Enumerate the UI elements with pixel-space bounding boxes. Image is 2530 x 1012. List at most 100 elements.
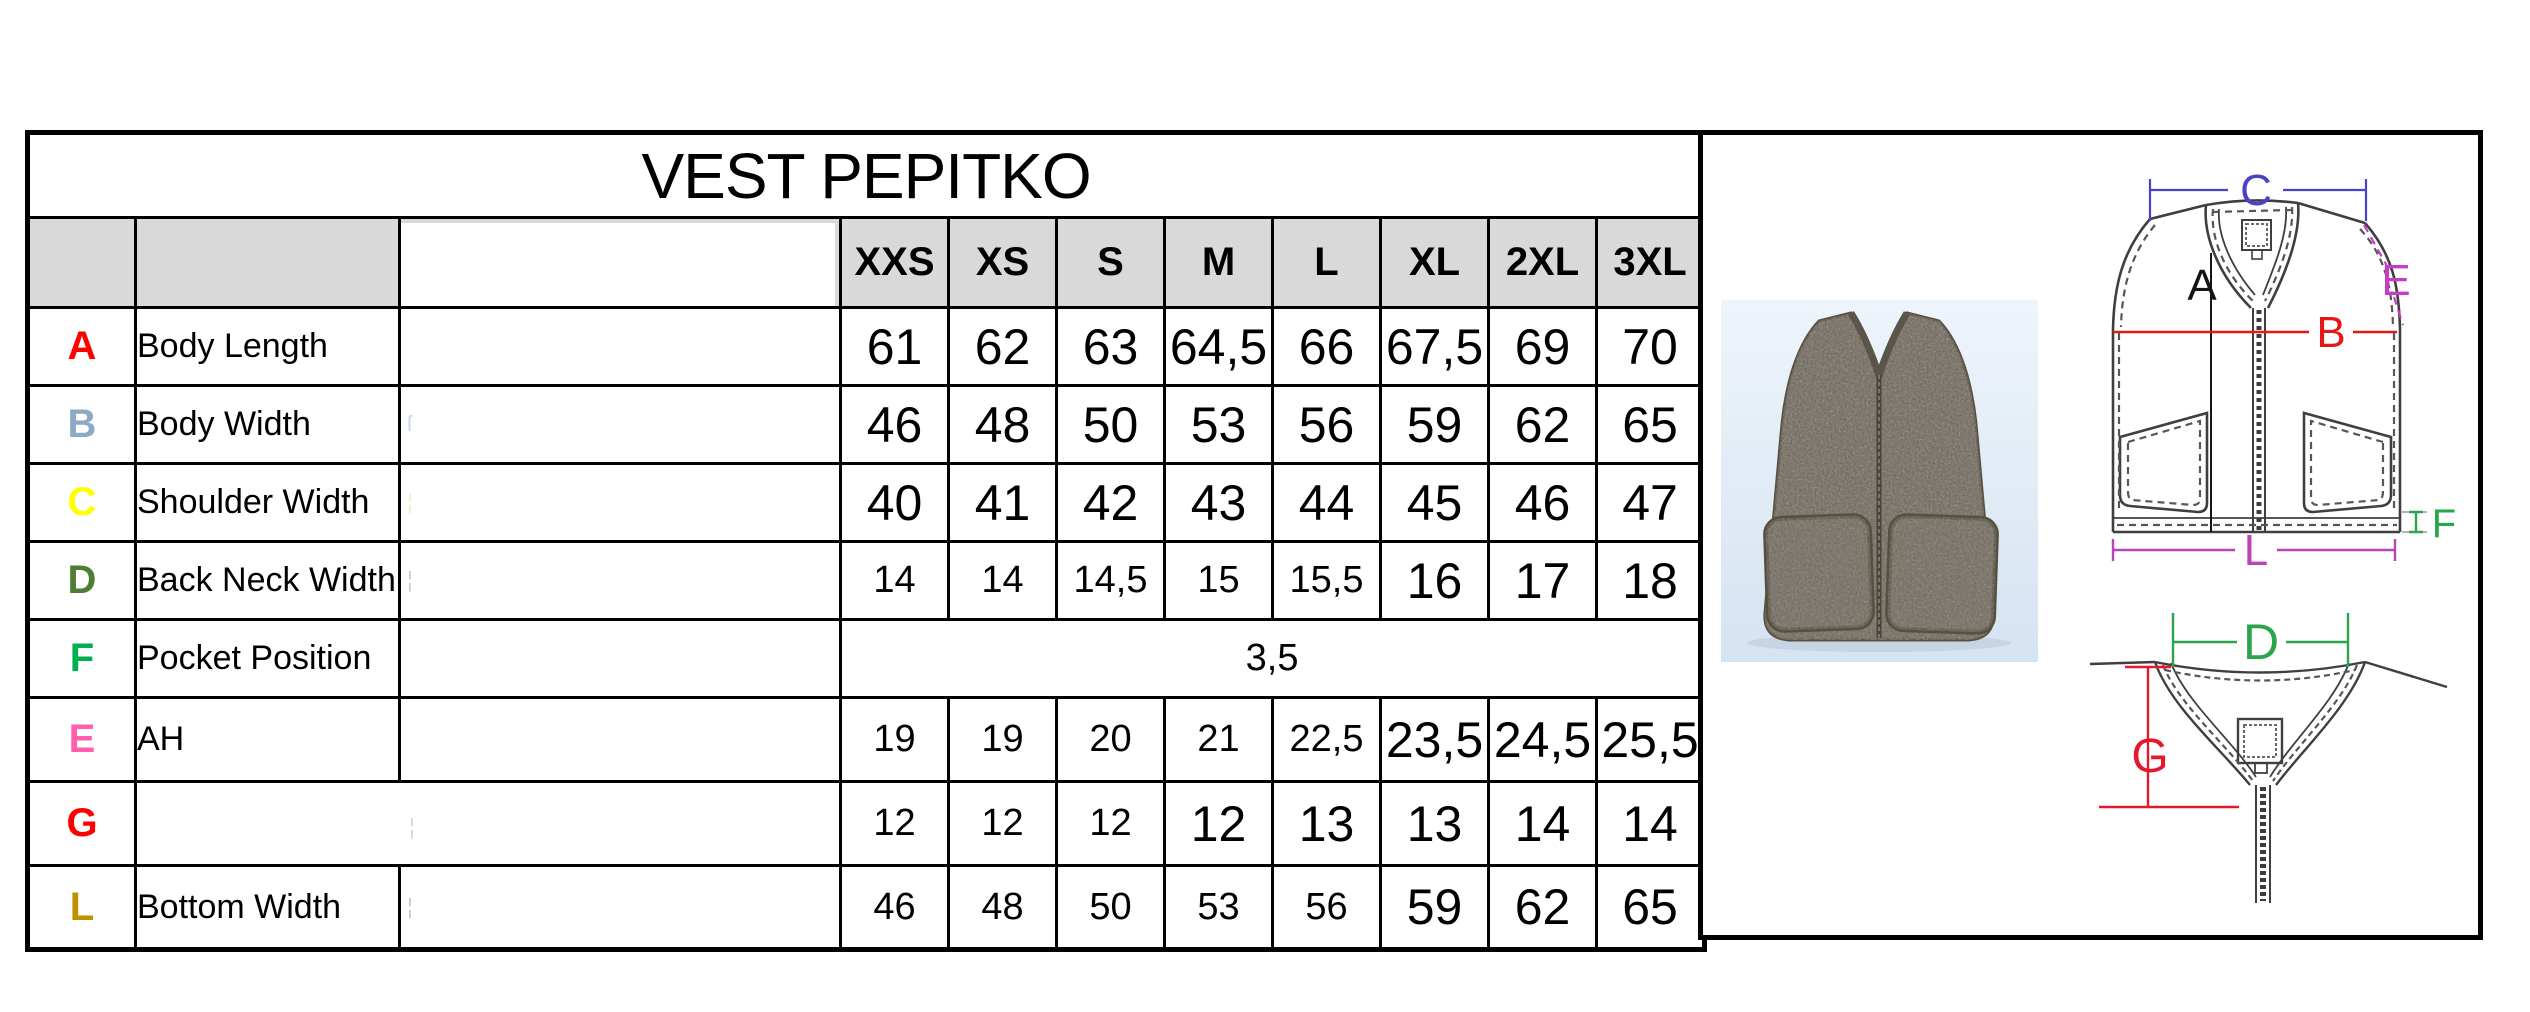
row-label: Pocket Position [134,618,401,699]
table-row: L Bottom Width ¦ 46 48 50 53 56 59 62 65 [26,864,1707,951]
size-value: 44 [1271,462,1382,543]
size-value: 48 [947,384,1058,465]
size-value: 14 [1594,780,1707,867]
row-letter: A [26,306,137,387]
size-value: 24,5 [1487,696,1598,783]
vest-image [1763,311,1999,642]
illustration-svg: C A B E F L [1721,166,2456,903]
size-value: 53 [1163,864,1274,951]
size-value: 59 [1379,384,1490,465]
size-value: 14 [947,540,1058,621]
row-label: AH [134,696,401,783]
size-value: 22,5 [1271,696,1382,783]
size-value: 50 [1055,864,1166,951]
size-value: 19 [947,696,1058,783]
header-row: XXS XS S M L XL 2XL 3XL [26,216,1707,309]
size-value: 12 [947,780,1058,867]
size-value: 46 [1487,462,1598,543]
size-value: 17 [1487,540,1598,621]
row-label: Shoulder Width [134,462,401,543]
size-value: 13 [1271,780,1382,867]
dim-line-e [2363,224,2405,326]
row-letter: E [26,696,137,783]
size-value: 15,5 [1271,540,1382,621]
row-letter: L [26,864,137,951]
dim-label-g: G [2131,730,2168,783]
size-value: 62 [947,306,1058,387]
size-value: 45 [1379,462,1490,543]
row-letter: C [26,462,137,543]
neck-stitch-lines [2161,664,2359,901]
size-value: 14 [1487,780,1598,867]
dim-line-f [2409,510,2423,534]
size-header: 3XL [1594,216,1707,309]
size-value: 41 [947,462,1058,543]
size-value: 65 [1594,864,1707,951]
size-value: 62 [1487,384,1598,465]
size-header: XL [1379,216,1490,309]
dim-label-a: A [2187,261,2217,310]
merged-size-value: 3,5 [838,618,1707,699]
vest-photo [1721,300,2038,662]
size-chart-table: VEST PEPITKO XXS XS S M L XL 2XL 3XL A B… [25,130,1708,952]
row-label: Body Width [134,384,401,465]
notes-cell [398,696,842,783]
dim-label-f: F [2432,502,2456,546]
size-value: 12 [1055,780,1166,867]
size-value: 15 [1163,540,1274,621]
size-value: 12 [1163,780,1274,867]
size-value: 64,5 [1163,306,1274,387]
size-value: 65 [1594,384,1707,465]
size-value: 47 [1594,462,1707,543]
dim-line-d [2171,613,2350,667]
erased-text-artifact: ¦ [407,489,413,514]
size-value: 66 [1271,306,1382,387]
neck-diagram: D G [2089,613,2448,903]
table-row: E AH 19 19 20 21 22,5 23,5 24,5 25,5 [26,696,1707,783]
size-value: 14,5 [1055,540,1166,621]
size-value: 12 [839,780,950,867]
front-diagram: C A B E F L [2111,166,2456,575]
row-label: ¦ [134,780,842,867]
size-header: M [1163,216,1274,309]
size-value: 20 [1055,696,1166,783]
size-value: 46 [839,864,950,951]
header-label-cell [134,216,401,309]
dim-label-b: B [2316,308,2345,357]
size-value: 56 [1271,384,1382,465]
dim-label-e: E [2381,256,2410,305]
erased-text-artifact: ¦ [407,893,413,919]
size-value: 42 [1055,462,1166,543]
table-row: C Shoulder Width ¦ 40 41 42 43 44 45 46 … [26,462,1707,543]
size-value: 18 [1594,540,1707,621]
size-value: 14 [839,540,950,621]
size-value: 61 [839,306,950,387]
notes-cell [398,618,842,699]
size-value: 53 [1163,384,1274,465]
notes-cell: ¦ [398,462,842,543]
erased-text-artifact: ¦ [409,814,415,839]
size-value: 21 [1163,696,1274,783]
size-value: 19 [839,696,950,783]
header-letter-cell [26,216,137,309]
size-value: 59 [1379,864,1490,951]
size-value: 48 [947,864,1058,951]
table-row: F Pocket Position 3,5 [26,618,1707,699]
dim-label-c: C [2240,166,2272,215]
size-value: 25,5 [1594,696,1707,783]
table-row: D Back Neck Width ¦ 14 14 14,5 15 15,5 1… [26,540,1707,621]
row-letter: D [26,540,137,621]
size-header: 2XL [1487,216,1598,309]
size-value: 46 [839,384,950,465]
header-notes-cell [398,216,842,309]
dim-line-c [2148,179,2368,221]
erased-text-artifact: ¦ [407,567,413,592]
size-value: 13 [1379,780,1490,867]
row-letter: B [26,384,137,465]
notes-cell: ¦ [398,864,842,951]
size-value: 62 [1487,864,1598,951]
dim-line-g [2099,665,2239,809]
erased-header-box [402,223,835,305]
notes-cell: ¦ [398,540,842,621]
